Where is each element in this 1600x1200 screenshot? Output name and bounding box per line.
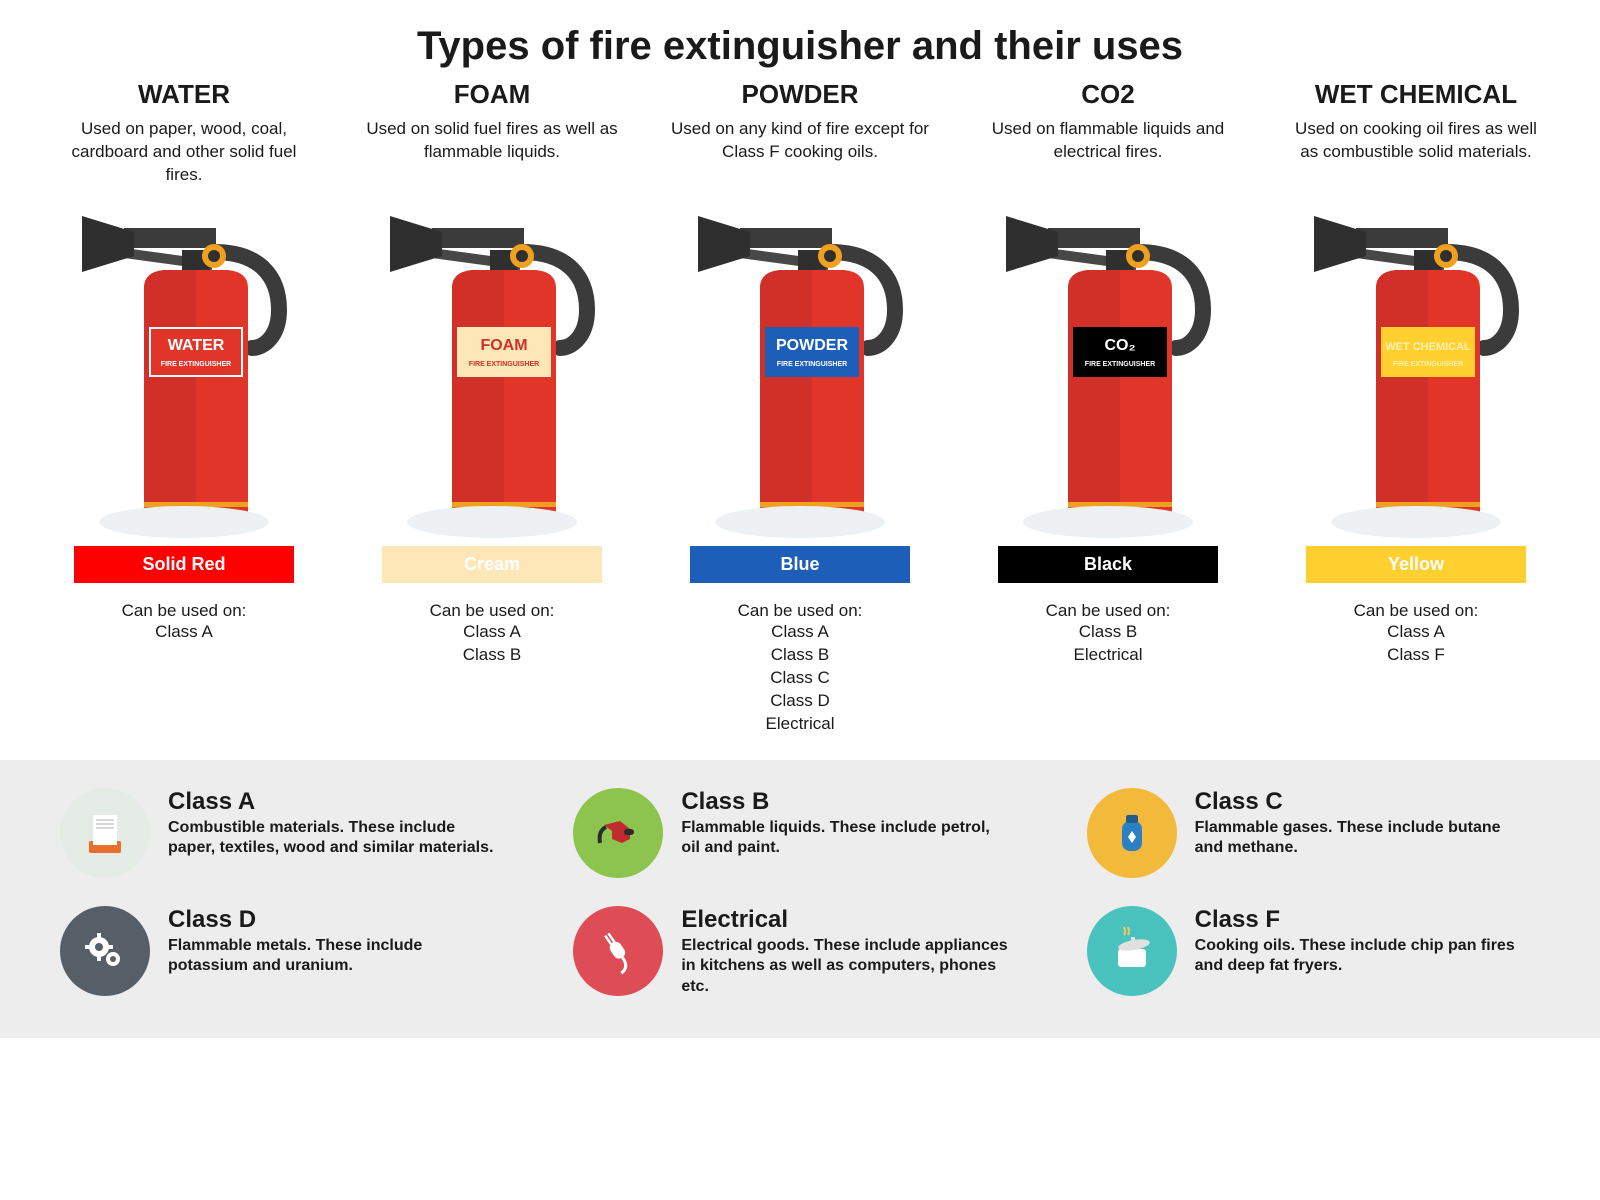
class-item: Class B Flammable liquids. These include… <box>573 788 1026 878</box>
svg-text:POWDER: POWDER <box>776 337 848 354</box>
class-icon <box>573 788 663 878</box>
class-icon <box>1087 788 1177 878</box>
extinguisher-icon: CO₂ FIRE EXTINGUISHER <box>988 198 1228 538</box>
class-name: Class D <box>168 906 498 934</box>
extinguisher: WATER FIRE EXTINGUISHER <box>64 198 304 538</box>
class-icon <box>1087 906 1177 996</box>
class-desc: Cooking oils. These include chip pan fir… <box>1195 936 1525 978</box>
extinguisher-icon: WATER FIRE EXTINGUISHER <box>64 198 304 538</box>
class-item: Class A Combustible materials. These inc… <box>60 788 513 878</box>
type-desc: Used on any kind of fire except for Clas… <box>670 118 930 188</box>
shadow-disc <box>1023 506 1193 538</box>
shadow-disc <box>1331 506 1501 538</box>
type-name: POWDER <box>742 79 859 110</box>
svg-text:FOAM: FOAM <box>480 337 527 354</box>
type-name: WATER <box>138 79 230 110</box>
shadow-disc <box>715 506 885 538</box>
classes-section: Class A Combustible materials. These inc… <box>0 760 1600 1038</box>
svg-text:FIRE EXTINGUISHER: FIRE EXTINGUISHER <box>1085 361 1155 368</box>
svg-text:FIRE EXTINGUISHER: FIRE EXTINGUISHER <box>1393 361 1463 368</box>
color-bar: Yellow <box>1306 546 1526 583</box>
svg-text:WET CHEMICAL: WET CHEMICAL <box>1385 341 1471 353</box>
class-name: Class B <box>681 788 1011 816</box>
class-text: Class B Flammable liquids. These include… <box>681 788 1011 860</box>
type-name: FOAM <box>454 79 531 110</box>
shadow-disc <box>407 506 577 538</box>
type-col: WATER Used on paper, wood, coal, cardboa… <box>40 79 328 736</box>
color-bar: Cream <box>382 546 602 583</box>
usage-label: Can be used on: <box>1046 601 1171 621</box>
classes-list: Class A <box>155 621 213 644</box>
page-title: Types of fire extinguisher and their use… <box>0 0 1600 79</box>
type-name: WET CHEMICAL <box>1315 79 1517 110</box>
types-row: WATER Used on paper, wood, coal, cardboa… <box>0 79 1600 736</box>
usage-label: Can be used on: <box>1354 601 1479 621</box>
type-col: WET CHEMICAL Used on cooking oil fires a… <box>1272 79 1560 736</box>
type-desc: Used on flammable liquids and electrical… <box>978 118 1238 188</box>
type-name: CO2 <box>1081 79 1134 110</box>
type-desc: Used on cooking oil fires as well as com… <box>1286 118 1546 188</box>
type-desc: Used on paper, wood, coal, cardboard and… <box>54 118 314 188</box>
classes-list: Class AClass F <box>1387 621 1445 667</box>
class-item: Class C Flammable gases. These include b… <box>1087 788 1540 878</box>
extinguisher-icon: FOAM FIRE EXTINGUISHER <box>372 198 612 538</box>
class-text: Class A Combustible materials. These inc… <box>168 788 498 860</box>
color-bar: Blue <box>690 546 910 583</box>
svg-text:FIRE EXTINGUISHER: FIRE EXTINGUISHER <box>161 361 231 368</box>
classes-list: Class BElectrical <box>1074 621 1143 667</box>
class-desc: Combustible materials. These include pap… <box>168 818 498 860</box>
type-desc: Used on solid fuel fires as well as flam… <box>362 118 622 188</box>
type-col: POWDER Used on any kind of fire except f… <box>656 79 944 736</box>
type-col: CO2 Used on flammable liquids and electr… <box>964 79 1252 736</box>
class-desc: Flammable metals. These include potassiu… <box>168 936 498 978</box>
extinguisher: POWDER FIRE EXTINGUISHER <box>680 198 920 538</box>
svg-text:WATER: WATER <box>168 337 225 354</box>
class-item: Class D Flammable metals. These include … <box>60 906 513 998</box>
class-name: Electrical <box>681 906 1011 934</box>
extinguisher-icon: POWDER FIRE EXTINGUISHER <box>680 198 920 538</box>
svg-text:FIRE EXTINGUISHER: FIRE EXTINGUISHER <box>469 361 539 368</box>
classes-list: Class AClass BClass CClass DElectrical <box>766 621 835 736</box>
class-item: Class F Cooking oils. These include chip… <box>1087 906 1540 998</box>
svg-text:CO₂: CO₂ <box>1104 337 1135 354</box>
color-bar: Solid Red <box>74 546 294 583</box>
class-icon <box>60 906 150 996</box>
class-icon <box>573 906 663 996</box>
class-desc: Flammable gases. These include butane an… <box>1195 818 1525 860</box>
svg-text:FIRE EXTINGUISHER: FIRE EXTINGUISHER <box>777 361 847 368</box>
class-name: Class C <box>1195 788 1525 816</box>
class-text: Class F Cooking oils. These include chip… <box>1195 906 1525 978</box>
class-name: Class F <box>1195 906 1525 934</box>
shadow-disc <box>99 506 269 538</box>
type-col: FOAM Used on solid fuel fires as well as… <box>348 79 636 736</box>
extinguisher: CO₂ FIRE EXTINGUISHER <box>988 198 1228 538</box>
class-text: Class D Flammable metals. These include … <box>168 906 498 978</box>
usage-label: Can be used on: <box>122 601 247 621</box>
class-item: Electrical Electrical goods. These inclu… <box>573 906 1026 998</box>
class-icon <box>60 788 150 878</box>
extinguisher: WET CHEMICAL FIRE EXTINGUISHER <box>1296 198 1536 538</box>
classes-list: Class AClass B <box>463 621 522 667</box>
class-desc: Flammable liquids. These include petrol,… <box>681 818 1011 860</box>
class-text: Class C Flammable gases. These include b… <box>1195 788 1525 860</box>
color-bar: Black <box>998 546 1218 583</box>
usage-label: Can be used on: <box>738 601 863 621</box>
usage-label: Can be used on: <box>430 601 555 621</box>
class-text: Electrical Electrical goods. These inclu… <box>681 906 1011 998</box>
class-desc: Electrical goods. These include applianc… <box>681 936 1011 998</box>
class-name: Class A <box>168 788 498 816</box>
extinguisher-icon: WET CHEMICAL FIRE EXTINGUISHER <box>1296 198 1536 538</box>
extinguisher: FOAM FIRE EXTINGUISHER <box>372 198 612 538</box>
